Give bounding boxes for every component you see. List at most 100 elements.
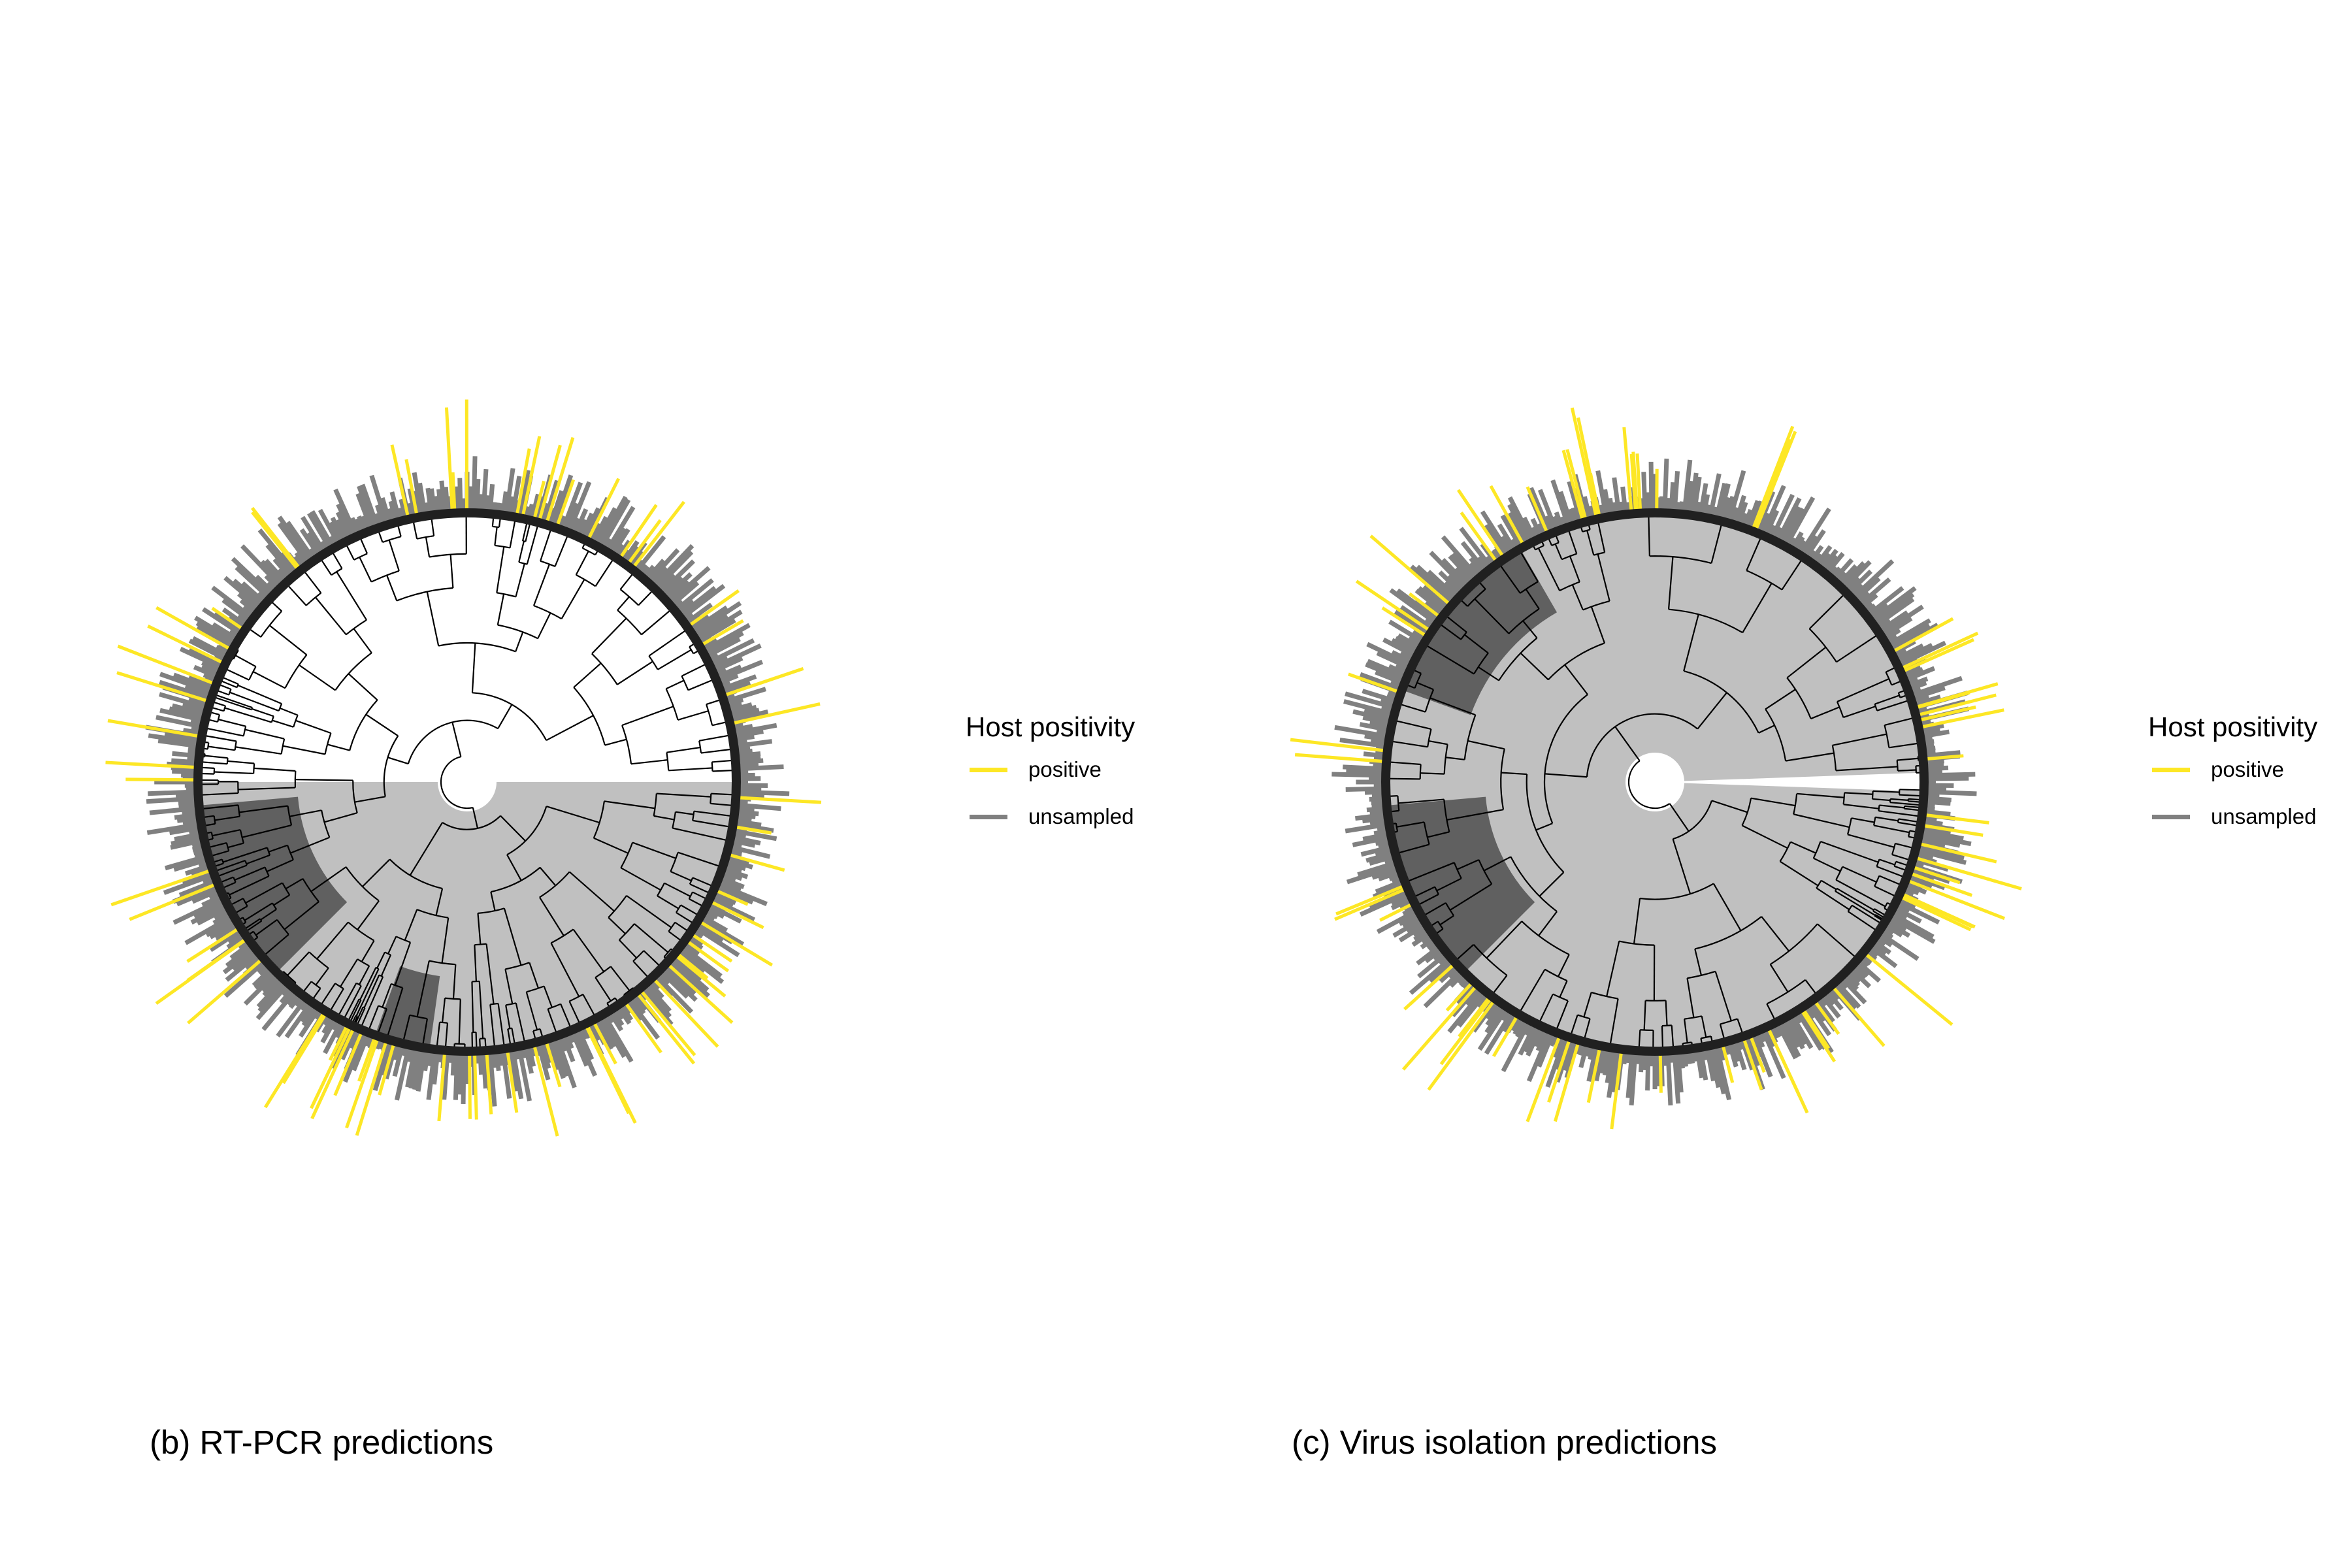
positive-bar	[740, 796, 822, 804]
positive-bar	[1903, 638, 1974, 672]
phylogeny-tree-rt-pcr	[105, 399, 822, 1137]
legend-title: Host positivity	[966, 711, 1135, 742]
positive-bar	[1921, 708, 2004, 728]
clade-shading	[1386, 796, 1535, 973]
legend-title: Host positivity	[2148, 711, 2318, 742]
positive-bar	[473, 1054, 478, 1120]
root-hole	[1630, 757, 1680, 807]
positive-bar	[1914, 866, 1961, 885]
positive-bar	[1755, 431, 1797, 529]
positive-bar	[1561, 449, 1584, 519]
positive-bar	[1722, 1046, 1735, 1083]
positive-bar	[105, 760, 195, 769]
positive-bar	[1919, 693, 1997, 717]
legend-item-positive: positive	[966, 746, 1135, 793]
positive-bar	[700, 921, 774, 967]
positive-bar	[1927, 754, 1964, 761]
positive-bar	[668, 964, 734, 1024]
circular-phylogeny-virus-isolation	[1290, 407, 2022, 1130]
positive-bar	[1803, 1009, 1831, 1049]
positive-bar	[263, 1013, 325, 1109]
positive-bar	[1893, 617, 1954, 653]
positive-bar	[1586, 1049, 1601, 1103]
positive-bar	[1553, 1043, 1580, 1122]
legend-item-positive: positive	[2148, 746, 2317, 793]
positive-bar	[333, 1033, 363, 1096]
positive-bar	[357, 1038, 376, 1082]
positive-bar	[310, 1029, 355, 1120]
positive-bar	[1489, 485, 1524, 544]
positive-bar	[1445, 983, 1473, 1012]
positive-bar	[310, 1028, 351, 1109]
positive-bar	[515, 448, 531, 514]
positive-bar	[211, 606, 243, 630]
positive-bar	[1917, 682, 1999, 709]
circular-phylogeny-rt-pcr	[105, 399, 822, 1137]
positive-bar	[1658, 1054, 1663, 1093]
positive-bar	[521, 436, 542, 515]
positive-bar	[1492, 1017, 1518, 1058]
positive-bar	[1903, 893, 1976, 929]
legend-virus-isolation: Host positivity positive unsampled	[2148, 711, 2317, 840]
positive-bar	[1408, 592, 1439, 617]
positive-bar	[1753, 438, 1791, 529]
positive-bar	[692, 934, 733, 963]
positive-bar	[1622, 427, 1633, 510]
positive-bar	[1335, 885, 1403, 916]
positive-bar	[1920, 842, 1997, 864]
positive-bar	[532, 1046, 559, 1137]
positive-bar	[625, 1003, 662, 1054]
positive-bar	[1814, 1002, 1840, 1036]
positive-bar	[586, 1026, 637, 1124]
positive-bar	[1631, 451, 1639, 510]
positive-bar	[637, 993, 696, 1065]
positive-bar	[1347, 672, 1398, 693]
positive-bar	[1290, 738, 1384, 753]
positive-bar	[155, 606, 230, 650]
positive-bar	[1565, 449, 1587, 519]
positive-bar	[404, 459, 419, 514]
positive-bar	[116, 671, 207, 702]
positive-bar	[1635, 453, 1642, 510]
positive-bar	[1908, 879, 2006, 921]
positive-bar	[282, 1014, 327, 1085]
positive-bar	[107, 719, 199, 738]
positive-bar	[1570, 407, 1598, 516]
positive-bar	[628, 519, 662, 564]
positive-bar	[725, 666, 804, 696]
positive-bar	[702, 619, 744, 646]
clade-shading	[198, 782, 736, 1051]
legend-swatch-unsampled	[2152, 814, 2190, 819]
tree-branches	[197, 513, 736, 1052]
positive-bar	[1920, 705, 1976, 722]
positive-bar	[717, 889, 749, 906]
tip-ring	[1381, 508, 1929, 1056]
positive-bar	[485, 1054, 493, 1115]
legend-swatch-positive	[970, 767, 1007, 772]
positive-bar	[125, 777, 195, 782]
positive-bar	[129, 883, 215, 921]
positive-bar	[355, 1042, 387, 1136]
positive-bar	[251, 511, 299, 570]
tip-bars	[1290, 407, 2022, 1130]
positive-bar	[117, 644, 214, 685]
legend-label-unsampled: unsampled	[1028, 804, 1134, 828]
positive-bar	[1526, 486, 1548, 532]
positive-bar	[1402, 986, 1477, 1071]
positive-bar	[1460, 512, 1497, 561]
positive-bar	[251, 506, 301, 568]
positive-bar	[733, 702, 821, 725]
positive-bar	[1767, 1029, 1801, 1097]
positive-bar	[587, 478, 621, 539]
positive-bar	[506, 1052, 519, 1113]
positive-bar	[538, 444, 562, 519]
positive-bar	[1379, 903, 1412, 922]
legend-rt-pcr: Host positivity positive unsampled	[966, 711, 1135, 840]
positive-bar	[345, 1039, 379, 1129]
positive-bar	[328, 1026, 348, 1061]
root-hole	[442, 757, 492, 807]
positive-bar	[1742, 1039, 1763, 1090]
positive-bar	[1576, 417, 1601, 515]
positive-bar	[1924, 824, 1984, 837]
legend-item-unsampled: unsampled	[2148, 793, 2317, 840]
